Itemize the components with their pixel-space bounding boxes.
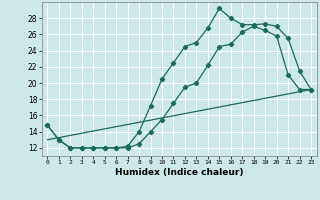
X-axis label: Humidex (Indice chaleur): Humidex (Indice chaleur) bbox=[115, 168, 244, 177]
